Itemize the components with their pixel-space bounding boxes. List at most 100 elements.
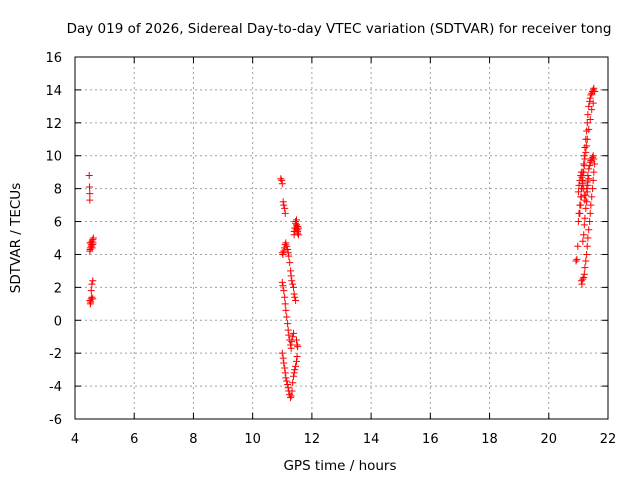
grid-layer bbox=[75, 57, 608, 419]
data-point bbox=[88, 293, 96, 301]
y-tick-label: 10 bbox=[45, 150, 62, 165]
y-tick-label: -6 bbox=[49, 413, 62, 428]
data-point bbox=[285, 331, 293, 339]
x-tick-label: 16 bbox=[422, 432, 439, 447]
data-point bbox=[581, 214, 589, 222]
data-point bbox=[280, 287, 288, 295]
data-point bbox=[590, 168, 598, 176]
data-point bbox=[581, 144, 589, 151]
data-point bbox=[578, 185, 586, 193]
data-point bbox=[584, 111, 592, 119]
data-point bbox=[292, 362, 300, 370]
data-point bbox=[582, 204, 590, 212]
data-point bbox=[282, 239, 290, 247]
data-point bbox=[86, 190, 94, 198]
x-tick-label: 18 bbox=[481, 432, 498, 447]
data-point bbox=[279, 282, 287, 290]
data-point bbox=[579, 176, 587, 184]
data-point bbox=[293, 352, 301, 360]
data-point bbox=[292, 357, 300, 365]
y-tick-label: 16 bbox=[45, 51, 62, 66]
data-point bbox=[292, 216, 300, 224]
data-point bbox=[290, 369, 298, 377]
data-point bbox=[278, 249, 286, 257]
data-point bbox=[280, 201, 288, 209]
data-point bbox=[289, 379, 297, 387]
data-point bbox=[278, 176, 286, 184]
data-point bbox=[290, 231, 298, 239]
data-point bbox=[284, 384, 292, 392]
data-point bbox=[278, 278, 286, 286]
data-point bbox=[282, 374, 290, 382]
data-point bbox=[290, 283, 298, 291]
data-point bbox=[281, 364, 289, 372]
data-point bbox=[279, 198, 287, 206]
data-point bbox=[583, 188, 591, 196]
data-point bbox=[284, 380, 292, 388]
y-axis-label: SDTVAR / TECUs bbox=[8, 183, 24, 293]
data-point bbox=[583, 178, 591, 186]
data-point bbox=[583, 198, 591, 206]
data-point bbox=[582, 148, 590, 156]
data-point bbox=[575, 181, 583, 189]
data-point bbox=[590, 84, 598, 92]
data-point bbox=[585, 165, 593, 173]
data-point bbox=[589, 153, 597, 161]
data-point bbox=[580, 152, 588, 160]
data-point bbox=[289, 280, 297, 288]
data-point bbox=[577, 193, 585, 201]
y-tick-label: -2 bbox=[49, 347, 62, 362]
y-tick-label: -4 bbox=[49, 380, 62, 395]
data-point bbox=[586, 97, 594, 105]
data-point bbox=[287, 344, 295, 352]
data-point bbox=[583, 242, 591, 250]
data-point bbox=[281, 300, 289, 308]
data-point bbox=[581, 155, 589, 163]
data-point bbox=[590, 155, 598, 163]
data-point bbox=[281, 369, 289, 377]
data-point bbox=[574, 218, 582, 226]
data-point bbox=[284, 326, 292, 334]
data-point bbox=[589, 86, 597, 94]
data-point bbox=[583, 250, 591, 258]
data-point bbox=[580, 221, 588, 229]
data-point bbox=[278, 349, 286, 357]
data-point bbox=[281, 241, 289, 249]
data-point bbox=[290, 372, 298, 380]
plot-frame bbox=[74, 56, 609, 420]
data-points bbox=[85, 84, 599, 402]
data-point bbox=[582, 257, 590, 265]
data-point bbox=[287, 392, 295, 400]
data-point bbox=[291, 293, 299, 301]
data-point bbox=[574, 188, 582, 196]
x-tick-label: 8 bbox=[189, 432, 197, 447]
data-point bbox=[583, 135, 591, 143]
data-point bbox=[588, 106, 596, 114]
data-point bbox=[88, 244, 96, 252]
data-point bbox=[86, 183, 94, 191]
data-point bbox=[579, 237, 587, 245]
data-point bbox=[286, 259, 294, 267]
data-point bbox=[87, 287, 95, 295]
data-point bbox=[89, 239, 97, 247]
data-point bbox=[288, 338, 296, 346]
data-point bbox=[292, 219, 300, 227]
y-tick-label: 14 bbox=[45, 84, 62, 99]
data-point bbox=[587, 157, 595, 165]
data-point bbox=[589, 176, 597, 184]
data-point bbox=[294, 343, 302, 351]
data-point bbox=[585, 226, 593, 234]
data-point bbox=[580, 270, 588, 278]
data-point bbox=[287, 267, 295, 275]
data-point bbox=[580, 168, 588, 176]
data-point bbox=[572, 257, 580, 265]
data-point bbox=[577, 201, 585, 209]
x-tick-label: 6 bbox=[130, 432, 138, 447]
data-point bbox=[586, 94, 594, 102]
data-point bbox=[589, 185, 597, 193]
data-point bbox=[589, 152, 597, 160]
data-point bbox=[283, 242, 291, 250]
data-point bbox=[578, 280, 586, 288]
